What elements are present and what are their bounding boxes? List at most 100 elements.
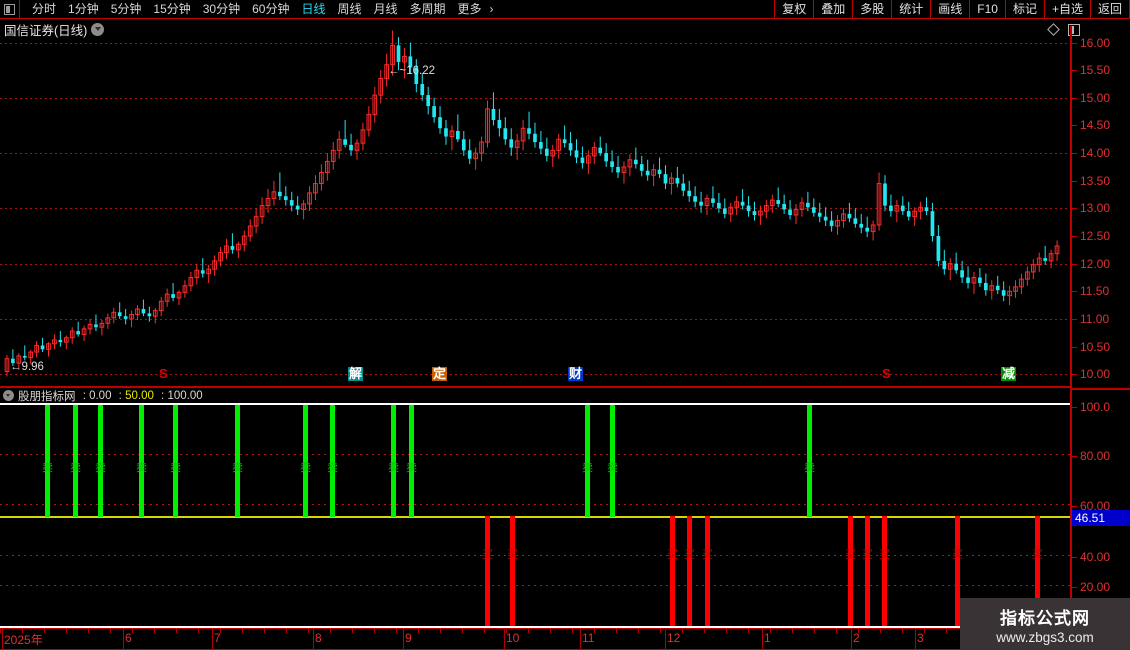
- period-tab-5[interactable]: 60分钟: [252, 2, 290, 16]
- date-minor-tick: [660, 629, 661, 633]
- indicator-axis-tick: [1072, 587, 1077, 588]
- date-separator: [762, 629, 763, 650]
- date-minor-tick: [330, 629, 331, 633]
- price-annotation-4: S: [882, 366, 891, 381]
- date-minor-tick: [484, 629, 485, 633]
- sell-signal-bar-2: [98, 405, 103, 517]
- toolbar-button-8[interactable]: 返回: [1089, 0, 1130, 18]
- date-minor-tick: [264, 629, 265, 633]
- date-minor-tick: [462, 629, 463, 633]
- indicator-axis-tick: [1072, 506, 1077, 507]
- indicator-value-50: 50.00: [125, 389, 154, 402]
- price-axis-tick: [1072, 125, 1077, 127]
- date-minor-tick: [242, 629, 243, 633]
- price-gridline: [0, 153, 1070, 154]
- price-chart-pane[interactable]: ←~16.22 ←9.96 S 解 定 财 S 减: [0, 26, 1070, 388]
- date-minor-tick: [198, 629, 199, 633]
- price-axis-tick: [1072, 346, 1077, 348]
- price-axis-label-6: 13.00: [1080, 201, 1111, 216]
- chevron-down-icon[interactable]: [91, 23, 105, 36]
- indicator-name: 股朋指标网: [18, 390, 76, 403]
- date-minor-tick: [286, 629, 287, 633]
- indicator-sep3: :: [157, 389, 168, 402]
- indicator-axis-label-4: 20.00: [1080, 580, 1111, 594]
- price-axis-label-2: 15.00: [1080, 90, 1111, 105]
- date-label-8: 1: [764, 631, 771, 645]
- date-minor-tick: [440, 629, 441, 633]
- indicator-chevron-icon[interactable]: [3, 390, 14, 401]
- sell-signal-bar-12: [807, 405, 812, 517]
- period-tab-7[interactable]: 周线: [337, 2, 362, 16]
- date-minor-tick: [418, 629, 419, 633]
- date-label-10: 3: [917, 631, 924, 645]
- toolbar-button-4[interactable]: 画线: [930, 0, 969, 18]
- buy-signal-label-5: 买: [845, 549, 856, 561]
- toolbar-button-1[interactable]: 叠加: [813, 0, 852, 18]
- date-minor-tick: [506, 629, 507, 633]
- period-tab-2[interactable]: 5分钟: [110, 2, 142, 16]
- date-separator: [915, 629, 916, 650]
- date-separator: [851, 629, 852, 650]
- sell-signal-label-5: 卖: [232, 462, 243, 474]
- buy-signal-bar-8: [955, 516, 960, 626]
- period-tab-3[interactable]: 15分钟: [153, 2, 191, 16]
- date-minor-tick: [748, 629, 749, 633]
- sell-signal-bar-4: [173, 405, 178, 517]
- indicator-axis-tick: [1072, 456, 1077, 457]
- sell-signal-bar-9: [409, 405, 414, 517]
- toolbar-button-7[interactable]: +自选: [1043, 0, 1090, 18]
- layout-panel-icon[interactable]: [0, 0, 20, 18]
- toolbar-button-6[interactable]: 标记: [1004, 0, 1044, 18]
- date-minor-tick: [88, 629, 89, 633]
- period-tab-6[interactable]: 日线: [301, 2, 326, 16]
- date-minor-tick: [836, 629, 837, 633]
- toolbar-button-5[interactable]: F10: [969, 0, 1005, 18]
- date-minor-tick: [638, 629, 639, 633]
- indicator-axis-label-0: 100.0: [1080, 400, 1111, 414]
- indicator-grid-40: [0, 555, 1070, 556]
- date-label-3: 8: [315, 631, 322, 645]
- period-tab-4[interactable]: 30分钟: [202, 2, 241, 16]
- panel-icon[interactable]: [1068, 23, 1080, 36]
- date-minor-tick: [792, 629, 793, 633]
- period-tab-1[interactable]: 1分钟: [68, 2, 99, 16]
- date-label-2: 7: [214, 631, 221, 645]
- indicator-grid-20: [0, 585, 1070, 586]
- toolbar-button-3[interactable]: 统计: [891, 0, 930, 18]
- price-axis-tick: [1072, 153, 1077, 155]
- date-minor-tick: [814, 629, 815, 633]
- toolbar-button-2[interactable]: 多股: [852, 0, 891, 18]
- candlestick-series: [4, 30, 1060, 377]
- price-axis-label-4: 14.00: [1080, 146, 1111, 161]
- date-minor-tick: [770, 629, 771, 633]
- price-axis-label-1: 15.50: [1080, 63, 1111, 78]
- sell-signal-bar-11: [610, 405, 615, 517]
- toolbar-button-0[interactable]: 复权: [774, 0, 813, 18]
- date-minor-tick: [396, 629, 397, 633]
- date-minor-tick: [924, 629, 925, 633]
- sell-signal-label-2: 卖: [95, 462, 106, 474]
- period-tab-0[interactable]: 分时: [32, 2, 57, 16]
- period-tab-10[interactable]: 更多: [457, 2, 482, 16]
- price-axis-label-8: 12.00: [1080, 256, 1111, 271]
- buy-signal-label-0: 买: [482, 549, 493, 561]
- period-tab-8[interactable]: 月线: [373, 2, 398, 16]
- indicator-value-100: 100.00: [167, 389, 203, 402]
- period-tab-9[interactable]: 多周期: [409, 2, 446, 16]
- buy-signal-label-9: 买: [1032, 549, 1043, 561]
- date-minor-tick: [110, 629, 111, 633]
- buy-signal-label-3: 买: [684, 549, 695, 561]
- price-gridline: [0, 208, 1070, 209]
- price-annotation-5: 减: [1001, 366, 1017, 381]
- buy-signal-label-1: 买: [507, 549, 518, 561]
- date-separator: [212, 629, 213, 650]
- indicator-grid-80: [0, 454, 1070, 455]
- price-axis-label-11: 10.50: [1080, 339, 1111, 354]
- price-axis-tick: [1072, 374, 1077, 376]
- price-gridline: [0, 264, 1070, 265]
- indicator-pane[interactable]: 卖卖卖卖卖卖卖卖卖卖卖卖卖买买买买买买买买买买: [0, 403, 1070, 628]
- chevron-right-icon[interactable]: ›: [489, 2, 494, 16]
- sell-signal-label-3: 卖: [136, 462, 147, 474]
- watermark-title: 指标公式网: [1000, 608, 1090, 628]
